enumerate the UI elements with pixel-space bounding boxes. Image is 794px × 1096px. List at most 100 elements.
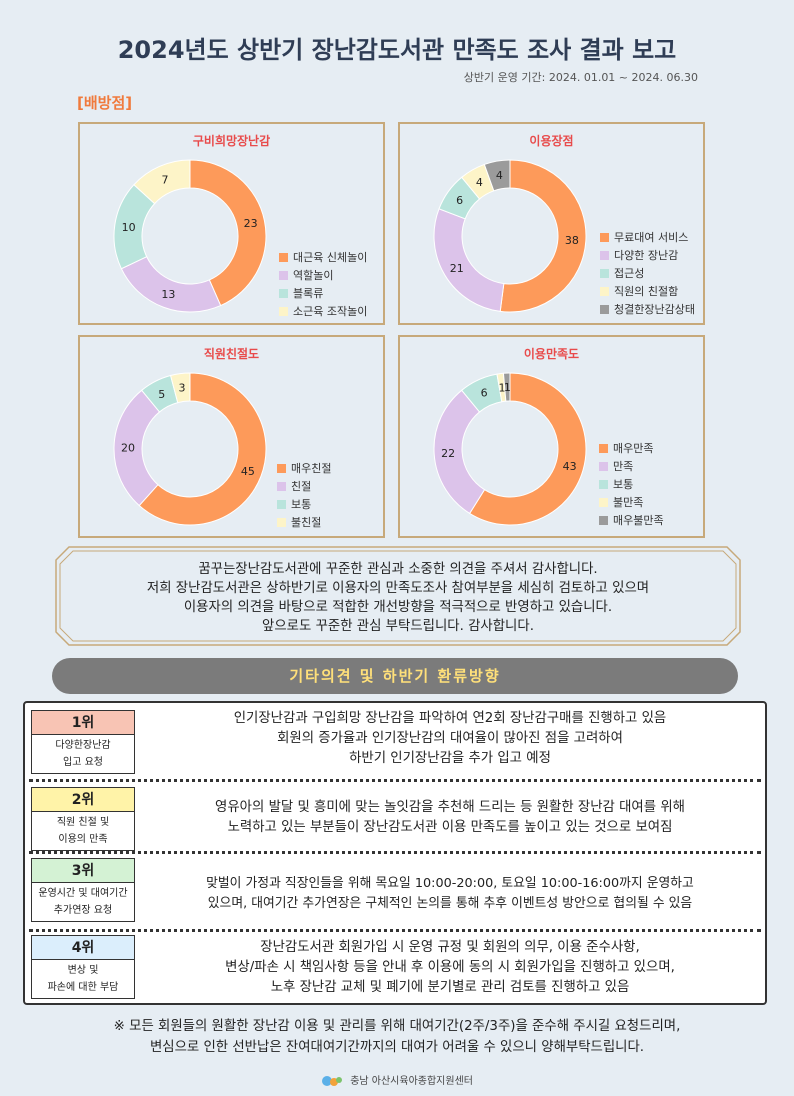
- chart-staff-kindness: 45 20 5 3 직원친절도 매우친절 친절 보통 불친절: [78, 335, 385, 538]
- logo-icon: [321, 1074, 343, 1088]
- slice-value-label: 7: [162, 173, 169, 186]
- legend-swatch: [279, 252, 288, 262]
- branch-label: [배방점]: [77, 94, 133, 112]
- rank-description: 맞벌이 가정과 직장인들을 위해 목요일 10:00-20:00, 토요일 10…: [143, 874, 757, 914]
- donut-slice: [133, 159, 191, 205]
- legend-label: 불만족: [613, 496, 644, 509]
- page-title: 2024년도 상반기 장난감도서관 만족도 조사 결과 보고: [117, 36, 677, 64]
- legend-label: 보통: [291, 498, 312, 511]
- organization-logo: 충남 아산시육아종합지원센터: [0, 1072, 794, 1088]
- slice-value-label: 21: [450, 262, 464, 275]
- rank-number: 2위: [32, 788, 134, 812]
- donut-slice: [499, 159, 587, 313]
- chart-title: 직원친절도: [203, 347, 260, 361]
- legend-swatch: [599, 515, 608, 525]
- rank-number: 4위: [32, 936, 134, 960]
- legend-label: 청결한장난감상태: [614, 303, 695, 316]
- legend-label: 만족: [613, 460, 634, 473]
- legend-item: 불만족: [599, 493, 664, 511]
- rank-label-line: 입고 요청: [63, 757, 103, 768]
- slice-value-label: 20: [121, 442, 135, 455]
- legend-label: 매우친절: [291, 462, 332, 475]
- legend-label: 무료대여 서비스: [614, 231, 689, 244]
- rank-number: 3위: [32, 859, 134, 883]
- rank-description: 장난감도서관 회원가입 시 운영 규정 및 회원의 의무, 이용 준수사항, 변…: [143, 938, 757, 998]
- donut-slice: [189, 159, 267, 307]
- message-line: 이용자의 의견을 바탕으로 적합한 개선방향을 적극적으로 반영하고 있습니다.: [183, 600, 613, 615]
- legend-label: 친절: [291, 480, 312, 493]
- rank-badge: 1위 다양한장난감 입고 요청: [31, 710, 135, 774]
- chart-legend: 매우친절 친절 보통 불친절: [277, 459, 331, 531]
- legend-item: 친절: [277, 477, 331, 495]
- legend-item: 매우친절: [277, 459, 331, 477]
- legend-swatch: [600, 268, 609, 278]
- organization-name: 충남 아산시육아종합지원센터: [350, 1076, 473, 1087]
- ranking-panel: 1위 다양한장난감 입고 요청 인기장난감과 구입희망 장난감을 파악하여 연2…: [23, 701, 767, 1005]
- legend-item: 다양한 장난감: [600, 246, 695, 264]
- legend-swatch: [277, 481, 286, 491]
- legend-label: 블록류: [293, 287, 324, 300]
- legend-item: 보통: [599, 475, 664, 493]
- footnote-line: ※ 모든 회원들의 원활한 장난감 이용 및 관리를 위해 대여기간(2주/3주…: [113, 1019, 681, 1034]
- rank-label-line: 변상 및: [67, 965, 99, 976]
- legend-swatch: [277, 499, 286, 509]
- chart-desired-toys: 23 13 10 7 구비희망장난감 대근육 신체놀이 역할놀이 블록류 소근육 조작놀이: [78, 122, 385, 325]
- rank-description: 인기장난감과 구입희망 장난감을 파악하여 연2회 장난감구매를 진행하고 있음…: [143, 709, 757, 769]
- slice-value-label: 13: [161, 288, 175, 301]
- legend-item: 대근육 신체놀이: [279, 248, 367, 266]
- legend-item: 역할놀이: [279, 266, 367, 284]
- chart-title: 구비희망장난감: [192, 134, 271, 148]
- legend-label: 보통: [613, 478, 634, 491]
- message-text: 꿈꾸는장난감도서관에 꾸준한 관심과 소중한 의견을 주셔서 감사합니다. 저희…: [55, 560, 741, 636]
- donut-slice: [483, 159, 511, 192]
- slice-value-label: 5: [158, 388, 165, 401]
- footnote-line: 변심으로 인한 선반납은 잔여대여기간까지의 대여가 어려울 수 있으니 양해부…: [149, 1040, 645, 1055]
- slice-value-label: 43: [563, 460, 577, 473]
- rank-row-3: 3위 운영시간 및 대여기간 추가연장 요청 맞벌이 가정과 직장인들을 위해 …: [25, 854, 765, 928]
- donut-slice: [502, 372, 511, 402]
- donut-chart: 23 13 10 7: [113, 159, 267, 313]
- rank-label: 직원 친절 및 이용의 만족: [32, 812, 134, 850]
- message-line: 꿈꾸는장난감도서관에 꾸준한 관심과 소중한 의견을 주셔서 감사합니다.: [198, 562, 598, 577]
- donut-chart: 45 20 5 3: [113, 372, 267, 526]
- rank-label-line: 운영시간 및 대여기간: [38, 888, 128, 899]
- donut-slice: [468, 372, 587, 526]
- legend-swatch: [600, 250, 609, 260]
- slice-value-label: 6: [481, 387, 488, 400]
- legend-label: 대근육 신체놀이: [293, 251, 368, 264]
- legend-swatch: [600, 232, 609, 242]
- message-line: 저희 장난감도서관은 상하반기로 이용자의 만족도조사 참여부분을 세심히 검토…: [146, 581, 650, 596]
- legend-item: 무료대여 서비스: [600, 228, 695, 246]
- rank-badge: 2위 직원 친절 및 이용의 만족: [31, 787, 135, 851]
- chart-title: 이용장점: [529, 134, 574, 148]
- legend-swatch: [599, 443, 608, 453]
- rank-text-line: 있으며, 대여기간 추가연장은 구체적인 논의를 통해 추후 이벤트성 방안으로…: [207, 896, 693, 911]
- legend-item: 소근육 조작놀이: [279, 302, 367, 320]
- chart-satisfaction: 43 22 6 1 1 이용만족도 매우만족 만족 보통 불만족 매우불만족: [398, 335, 705, 538]
- message-line: 앞으로도 꾸준한 관심 부탁드립니다. 감사합니다.: [262, 619, 534, 634]
- slice-value-label: 1: [504, 381, 511, 394]
- rank-text-line: 장난감도서관 회원가입 시 운영 규정 및 회원의 의무, 이용 준수사항,: [260, 940, 640, 955]
- legend-swatch: [279, 306, 288, 316]
- legend-label: 직원의 친절함: [614, 285, 679, 298]
- legend-item: 매우만족: [599, 439, 664, 457]
- rank-text-line: 변상/파손 시 책임사항 등을 안내 후 이용에 동의 시 회원가입을 진행하고…: [225, 960, 675, 975]
- legend-item: 접근성: [600, 264, 695, 282]
- rank-number: 1위: [32, 711, 134, 735]
- rank-badge: 4위 변상 및 파손에 대한 부담: [31, 935, 135, 999]
- legend-swatch: [277, 517, 286, 527]
- rank-row-4: 4위 변상 및 파손에 대한 부담 장난감도서관 회원가입 시 운영 규정 및 …: [25, 932, 765, 1004]
- slice-value-label: 10: [122, 221, 136, 234]
- legend-item: 청결한장난감상태: [600, 300, 695, 318]
- legend-label: 역할놀이: [293, 269, 334, 282]
- operating-period: 상반기 운영 기간: 2024. 01.01 ~ 2024. 06.30: [463, 71, 698, 84]
- donut-slice: [169, 372, 191, 404]
- thank-you-message: 꿈꾸는장난감도서관에 꾸준한 관심과 소중한 의견을 주셔서 감사합니다. 저희…: [55, 546, 741, 646]
- rank-label: 변상 및 파손에 대한 부담: [32, 960, 134, 998]
- footnote: ※ 모든 회원들의 원활한 장난감 이용 및 관리를 위해 대여기간(2주/3주…: [20, 1016, 774, 1058]
- slice-value-label: 6: [456, 194, 463, 207]
- slice-value-label: 3: [179, 382, 186, 395]
- slice-value-label: 38: [565, 234, 579, 247]
